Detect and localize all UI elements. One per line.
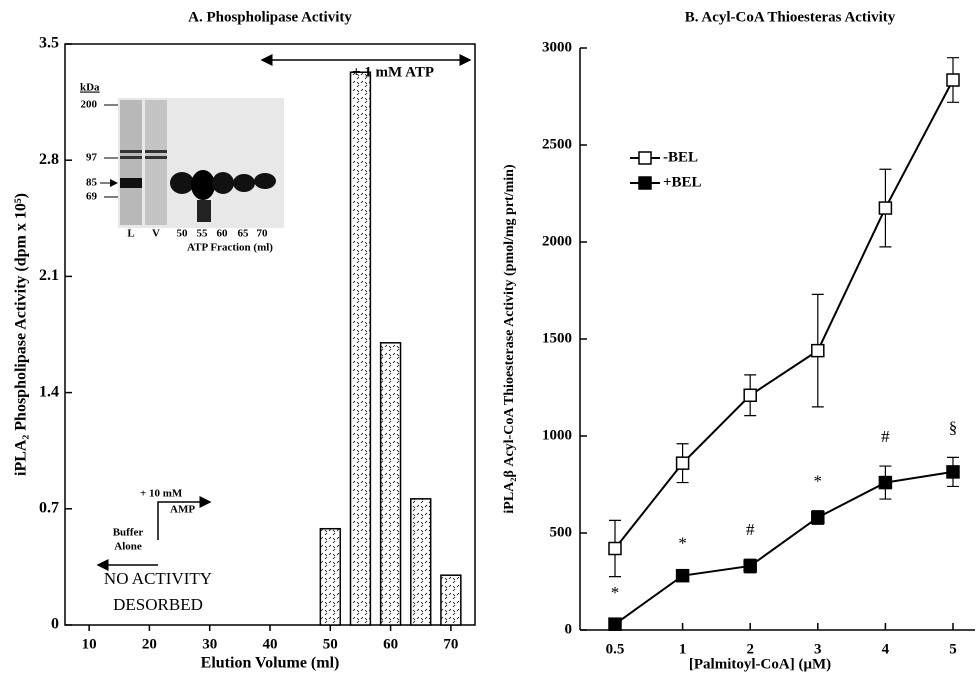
data-point bbox=[811, 510, 825, 525]
data-point bbox=[743, 559, 757, 573]
y-axis-label: iPLA₂β Acyl-CoA Thioesterase Activity (p… bbox=[502, 164, 517, 514]
data-point bbox=[946, 73, 960, 87]
inset-lane: 50 bbox=[177, 228, 189, 240]
y-tick-label: 0 bbox=[565, 621, 573, 637]
legend-label: -BEL bbox=[663, 149, 698, 165]
significance-mark: * bbox=[814, 472, 823, 491]
chart-title: B. Acyl-CoA Thioesteras Activity bbox=[685, 9, 896, 25]
data-point bbox=[608, 617, 622, 631]
x-tick-label: 2 bbox=[746, 641, 754, 657]
data-point bbox=[675, 568, 690, 583]
inset-lane: 60 bbox=[217, 228, 229, 240]
x-tick-label: 20 bbox=[142, 636, 157, 652]
x-tick-label: 5 bbox=[949, 641, 957, 657]
y-tick-label: 500 bbox=[550, 524, 573, 540]
significance-mark: # bbox=[881, 427, 890, 446]
x-tick-label: 70 bbox=[443, 636, 458, 652]
legend-label: +BEL bbox=[663, 174, 702, 190]
series-line bbox=[614, 470, 954, 625]
y-tick-label: 1.4 bbox=[39, 383, 59, 400]
annotation: + 1 mM ATP bbox=[352, 64, 434, 80]
x-tick-label: 40 bbox=[263, 636, 278, 652]
inset-lane: 70 bbox=[257, 228, 269, 240]
x-tick-label: 1 bbox=[679, 641, 687, 657]
data-point bbox=[946, 465, 960, 479]
y-axis-label: iPLA₂ Phospholipase Activity (dpm x 10⁵) bbox=[13, 193, 30, 476]
chart-title: A. Phospholipase Activity bbox=[188, 9, 352, 25]
significance-mark: * bbox=[678, 534, 687, 553]
inset-lane: 55 bbox=[197, 228, 209, 240]
annotation: AMP bbox=[170, 504, 195, 516]
bar bbox=[319, 527, 341, 626]
y-tick-label: 0.7 bbox=[39, 499, 59, 516]
y-tick-label: 2.1 bbox=[39, 267, 59, 284]
significance-mark: § bbox=[949, 418, 958, 437]
gel-inset bbox=[100, 98, 284, 228]
inset-unit: kDa bbox=[80, 82, 100, 94]
x-tick-label: 3 bbox=[814, 641, 822, 657]
inset-marker: 85 bbox=[86, 177, 98, 189]
x-tick-label: 30 bbox=[202, 636, 217, 652]
annotation: NO ACTIVITY bbox=[104, 569, 212, 588]
y-tick-label: 2000 bbox=[542, 233, 572, 249]
bar bbox=[410, 498, 432, 626]
inset-lane: V bbox=[152, 228, 160, 240]
data-point bbox=[878, 475, 893, 490]
significance-mark: # bbox=[746, 520, 755, 539]
y-tick-label: 3000 bbox=[542, 39, 572, 55]
x-tick-label: 10 bbox=[82, 636, 97, 652]
annotation: Alone bbox=[114, 541, 142, 553]
annotation: Buffer bbox=[113, 527, 144, 539]
inset-marker: 97 bbox=[86, 152, 98, 164]
inset-lane: 65 bbox=[238, 228, 250, 240]
inset-lane: L bbox=[127, 228, 134, 240]
legend-marker bbox=[638, 176, 652, 190]
annotation: DESORBED bbox=[113, 595, 203, 614]
y-tick-label: 2500 bbox=[542, 136, 572, 152]
x-tick-label: 4 bbox=[882, 641, 890, 657]
inset-marker: 69 bbox=[86, 191, 98, 203]
series-line bbox=[614, 79, 954, 550]
y-tick-label: 1500 bbox=[542, 330, 572, 346]
data-point bbox=[743, 388, 757, 403]
x-axis-label: [Palmitoyl-CoA] (μM) bbox=[689, 656, 831, 672]
y-tick-label: 2.8 bbox=[39, 151, 59, 168]
y-tick-label: 3.5 bbox=[39, 35, 59, 52]
bar bbox=[440, 574, 462, 626]
y-tick-label: 0 bbox=[51, 616, 59, 633]
bar bbox=[349, 71, 372, 626]
x-tick-label: 60 bbox=[383, 636, 398, 652]
data-point bbox=[878, 201, 893, 215]
data-point bbox=[608, 541, 622, 556]
x-tick-label: 50 bbox=[323, 636, 338, 652]
inset-marker: 200 bbox=[81, 99, 98, 111]
data-point bbox=[811, 343, 825, 358]
annotation: + 10 mM bbox=[140, 488, 183, 500]
y-tick-label: 1000 bbox=[542, 427, 572, 443]
x-tick-label: 0.5 bbox=[606, 641, 625, 657]
x-axis-label: Elution Volume (ml) bbox=[201, 655, 340, 672]
legend-marker bbox=[638, 151, 652, 165]
data-point bbox=[675, 456, 690, 470]
inset-xlabel: ATP Fraction (ml) bbox=[187, 242, 273, 254]
significance-mark: * bbox=[611, 583, 620, 602]
bar bbox=[379, 342, 402, 626]
